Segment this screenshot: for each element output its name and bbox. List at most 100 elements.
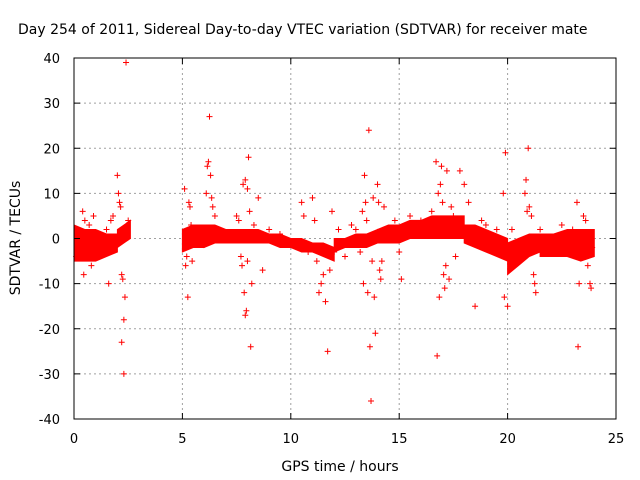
data-point <box>586 280 593 287</box>
data-point <box>116 199 123 206</box>
data-point <box>309 194 316 201</box>
data-point <box>250 221 257 228</box>
data-point <box>192 226 199 233</box>
data-point <box>456 167 463 174</box>
data-point <box>362 199 369 206</box>
data-point <box>528 212 535 219</box>
data-point <box>208 194 215 201</box>
data-point <box>120 370 127 377</box>
data-point <box>465 199 472 206</box>
data-point <box>501 294 508 301</box>
data-point <box>575 343 582 350</box>
band-layer <box>73 215 595 276</box>
data-point <box>508 226 515 233</box>
x-tick-label: 5 <box>178 432 186 447</box>
x-tick-label: 15 <box>391 432 408 447</box>
data-point <box>442 262 449 269</box>
data-point <box>342 253 348 260</box>
data-point <box>298 199 305 206</box>
data-point <box>241 289 248 296</box>
data-point <box>326 267 333 274</box>
data-point <box>493 226 500 233</box>
data-point <box>320 271 327 278</box>
data-point <box>504 303 511 310</box>
data-point <box>582 217 589 224</box>
data-point <box>357 249 364 256</box>
y-tick-label: -20 <box>39 323 60 338</box>
data-point <box>407 212 414 219</box>
data-point <box>266 226 273 233</box>
data-point <box>105 280 112 287</box>
data-point <box>75 226 82 233</box>
data-point <box>576 280 583 287</box>
x-tick-label: 25 <box>608 432 625 447</box>
data-point <box>398 276 405 283</box>
data-point <box>118 271 125 278</box>
data-point <box>573 199 580 206</box>
data-band <box>507 233 541 276</box>
data-point <box>235 217 242 224</box>
data-point <box>377 276 384 283</box>
data-point <box>184 294 191 301</box>
y-tick-label: -30 <box>39 368 60 383</box>
data-point <box>371 294 378 301</box>
data-point <box>368 397 375 404</box>
data-point <box>276 230 283 237</box>
data-point <box>402 221 409 228</box>
data-point <box>246 208 253 215</box>
data-point <box>244 258 251 265</box>
data-point <box>526 203 533 210</box>
data-point <box>245 154 252 161</box>
data-point <box>242 176 249 183</box>
data-point <box>115 190 122 197</box>
data-point <box>259 267 266 274</box>
data-point <box>80 271 87 278</box>
data-point <box>88 262 95 269</box>
data-point <box>119 276 126 283</box>
data-point <box>207 172 214 179</box>
tick-layer: 0 5 10 15 20 25 -40 -30 -20 -10 0 10 20 30 40 <box>39 52 625 447</box>
data-point <box>433 158 440 165</box>
data-point <box>422 221 429 228</box>
data-band <box>73 224 118 262</box>
data-point <box>580 212 587 219</box>
y-tick-label: 0 <box>52 233 60 248</box>
data-point <box>375 199 382 206</box>
data-band <box>539 229 595 262</box>
data-point <box>413 226 420 233</box>
x-tick-label: 20 <box>499 432 516 447</box>
data-point <box>439 199 446 206</box>
data-point <box>391 217 398 224</box>
data-point <box>243 307 250 314</box>
data-point <box>190 230 197 237</box>
data-point <box>331 249 338 256</box>
data-point <box>443 167 450 174</box>
data-point <box>366 343 373 350</box>
data-point <box>515 258 522 265</box>
data-point <box>81 217 88 224</box>
data-point <box>117 203 124 210</box>
data-point <box>348 221 355 228</box>
data-point <box>324 348 331 355</box>
data-point <box>209 203 216 210</box>
data-point <box>440 271 447 278</box>
data-point <box>441 285 448 292</box>
data-point <box>525 145 532 152</box>
data-point <box>244 185 251 192</box>
y-tick-label: 20 <box>43 142 60 157</box>
data-point <box>315 289 322 296</box>
data-point <box>450 212 457 219</box>
data-point <box>107 217 114 224</box>
data-point <box>92 253 99 260</box>
y-tick-label: 10 <box>43 187 60 202</box>
data-point <box>448 203 455 210</box>
y-tick-label: 30 <box>43 97 60 112</box>
data-point <box>359 208 366 215</box>
data-point <box>186 203 193 210</box>
data-point <box>311 217 318 224</box>
data-point <box>584 262 591 269</box>
data-point <box>203 190 210 197</box>
data-point <box>523 176 530 183</box>
data-point <box>530 271 537 278</box>
